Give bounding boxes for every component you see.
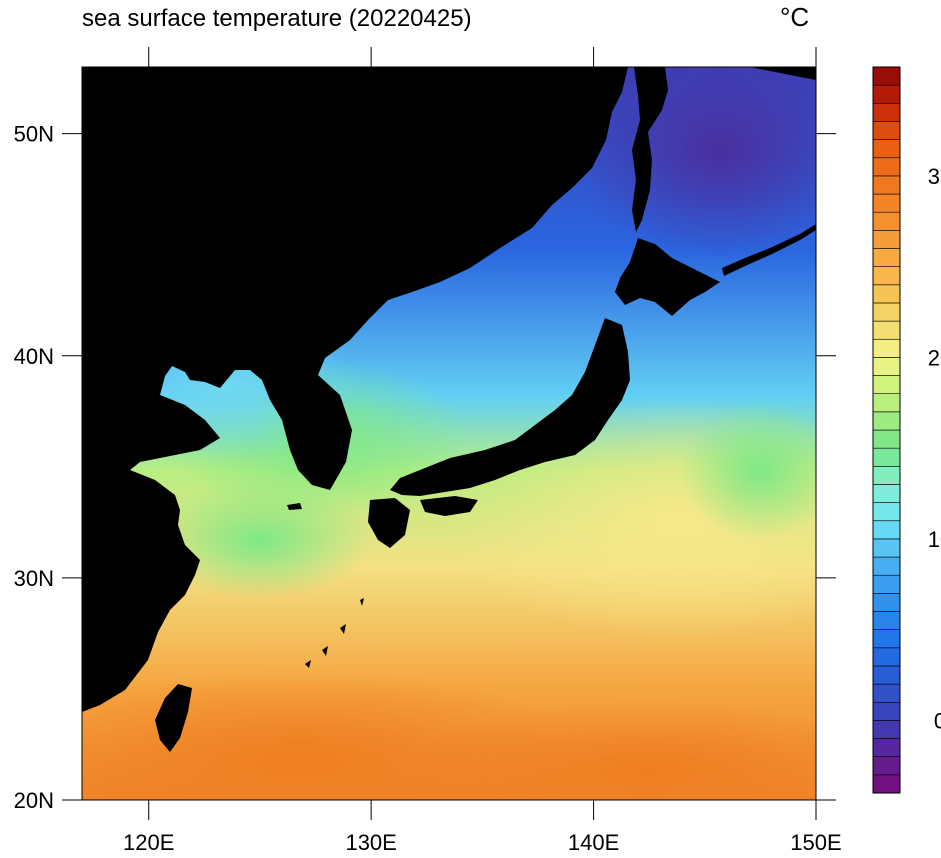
land-honshu bbox=[390, 318, 630, 496]
y-axis: 20N 30N 40N 50N bbox=[14, 122, 836, 813]
land-jeju bbox=[287, 503, 302, 510]
colorbar-tick-label: 0 bbox=[934, 708, 941, 733]
colorbar-ticks: 0 10 20 30 bbox=[928, 164, 941, 734]
colorbar-segment bbox=[872, 465, 901, 485]
colorbar-segment bbox=[872, 647, 901, 667]
colorbar-segment bbox=[872, 175, 901, 195]
sst-field bbox=[82, 67, 816, 800]
colorbar-segment bbox=[872, 157, 901, 177]
colorbar-segment bbox=[872, 774, 901, 794]
colorbar-segment bbox=[872, 375, 901, 394]
colorbar-segment bbox=[872, 66, 901, 86]
colorbar-segment bbox=[872, 611, 901, 630]
colorbar-segment bbox=[872, 502, 901, 522]
y-tick-label: 50N bbox=[14, 122, 54, 147]
colorbar-segment bbox=[872, 720, 901, 739]
colorbar-segment bbox=[872, 593, 901, 612]
land-shikoku bbox=[420, 496, 478, 516]
sst-warm-band-pacific bbox=[450, 400, 816, 640]
sst-green-east-china-sea bbox=[150, 480, 370, 600]
colorbar-segment bbox=[872, 393, 901, 413]
colorbar-segment bbox=[872, 683, 901, 703]
y-tick-label: 40N bbox=[14, 344, 54, 369]
colorbar-segment bbox=[872, 193, 901, 213]
colorbar-segment bbox=[872, 211, 901, 231]
colorbar-segment bbox=[872, 629, 901, 649]
sst-orange-southeast bbox=[400, 700, 816, 800]
colorbar-segment bbox=[872, 139, 901, 159]
colorbar-segment bbox=[872, 484, 901, 503]
x-tick-label: 150E bbox=[790, 830, 841, 855]
sst-cold-pool-okhotsk bbox=[570, 67, 816, 260]
colorbar-segment bbox=[872, 447, 901, 467]
land-kyushu bbox=[368, 498, 410, 548]
colorbar-segment bbox=[872, 248, 901, 267]
colorbar-segment bbox=[872, 266, 901, 286]
chart-title: sea surface temperature (20220425) bbox=[82, 5, 472, 32]
colorbar-segment bbox=[872, 738, 901, 757]
y-tick-label: 20N bbox=[14, 788, 54, 813]
x-tick-label: 140E bbox=[568, 830, 619, 855]
colorbar-segment bbox=[872, 520, 901, 540]
units-label: °C bbox=[780, 2, 809, 32]
colorbar-frame bbox=[872, 66, 901, 794]
colorbar-segment bbox=[872, 338, 901, 358]
colorbar-tick-label: 10 bbox=[928, 527, 941, 552]
colorbar-segment bbox=[872, 556, 901, 576]
colorbar-segment bbox=[872, 357, 901, 376]
colorbar bbox=[872, 66, 901, 794]
colorbar-segment bbox=[872, 429, 901, 449]
colorbar-segment bbox=[872, 756, 901, 776]
colorbar-segment bbox=[872, 103, 901, 122]
colorbar-segment bbox=[872, 284, 901, 304]
land-taiwan bbox=[155, 684, 192, 752]
land-hokkaido bbox=[615, 238, 720, 316]
colorbar-segment bbox=[872, 538, 901, 558]
colorbar-segment bbox=[872, 701, 901, 721]
x-tick-label: 120E bbox=[123, 830, 174, 855]
plot-frame bbox=[81, 66, 817, 801]
colorbar-segment bbox=[872, 302, 901, 322]
colorbar-segment bbox=[872, 411, 901, 431]
land-sakhalin bbox=[632, 67, 668, 232]
land-asian-continent bbox=[82, 67, 628, 712]
land-kamchatka-corner bbox=[750, 67, 816, 80]
land-kuril-islands bbox=[722, 224, 816, 276]
colorbar-segment bbox=[872, 574, 901, 594]
colorbar-segment bbox=[872, 84, 901, 104]
y-tick-label: 30N bbox=[14, 566, 54, 591]
colorbar-tick-label: 30 bbox=[928, 164, 941, 189]
sst-green-eddy bbox=[680, 400, 816, 540]
colorbar-segment bbox=[872, 665, 901, 685]
x-tick-label: 130E bbox=[345, 830, 396, 855]
colorbar-segment bbox=[872, 230, 901, 249]
colorbar-tick-label: 20 bbox=[928, 345, 941, 370]
colorbar-segment bbox=[872, 320, 901, 340]
colorbar-segment bbox=[872, 121, 901, 140]
x-axis: 120E 130E 140E 150E bbox=[123, 47, 842, 855]
